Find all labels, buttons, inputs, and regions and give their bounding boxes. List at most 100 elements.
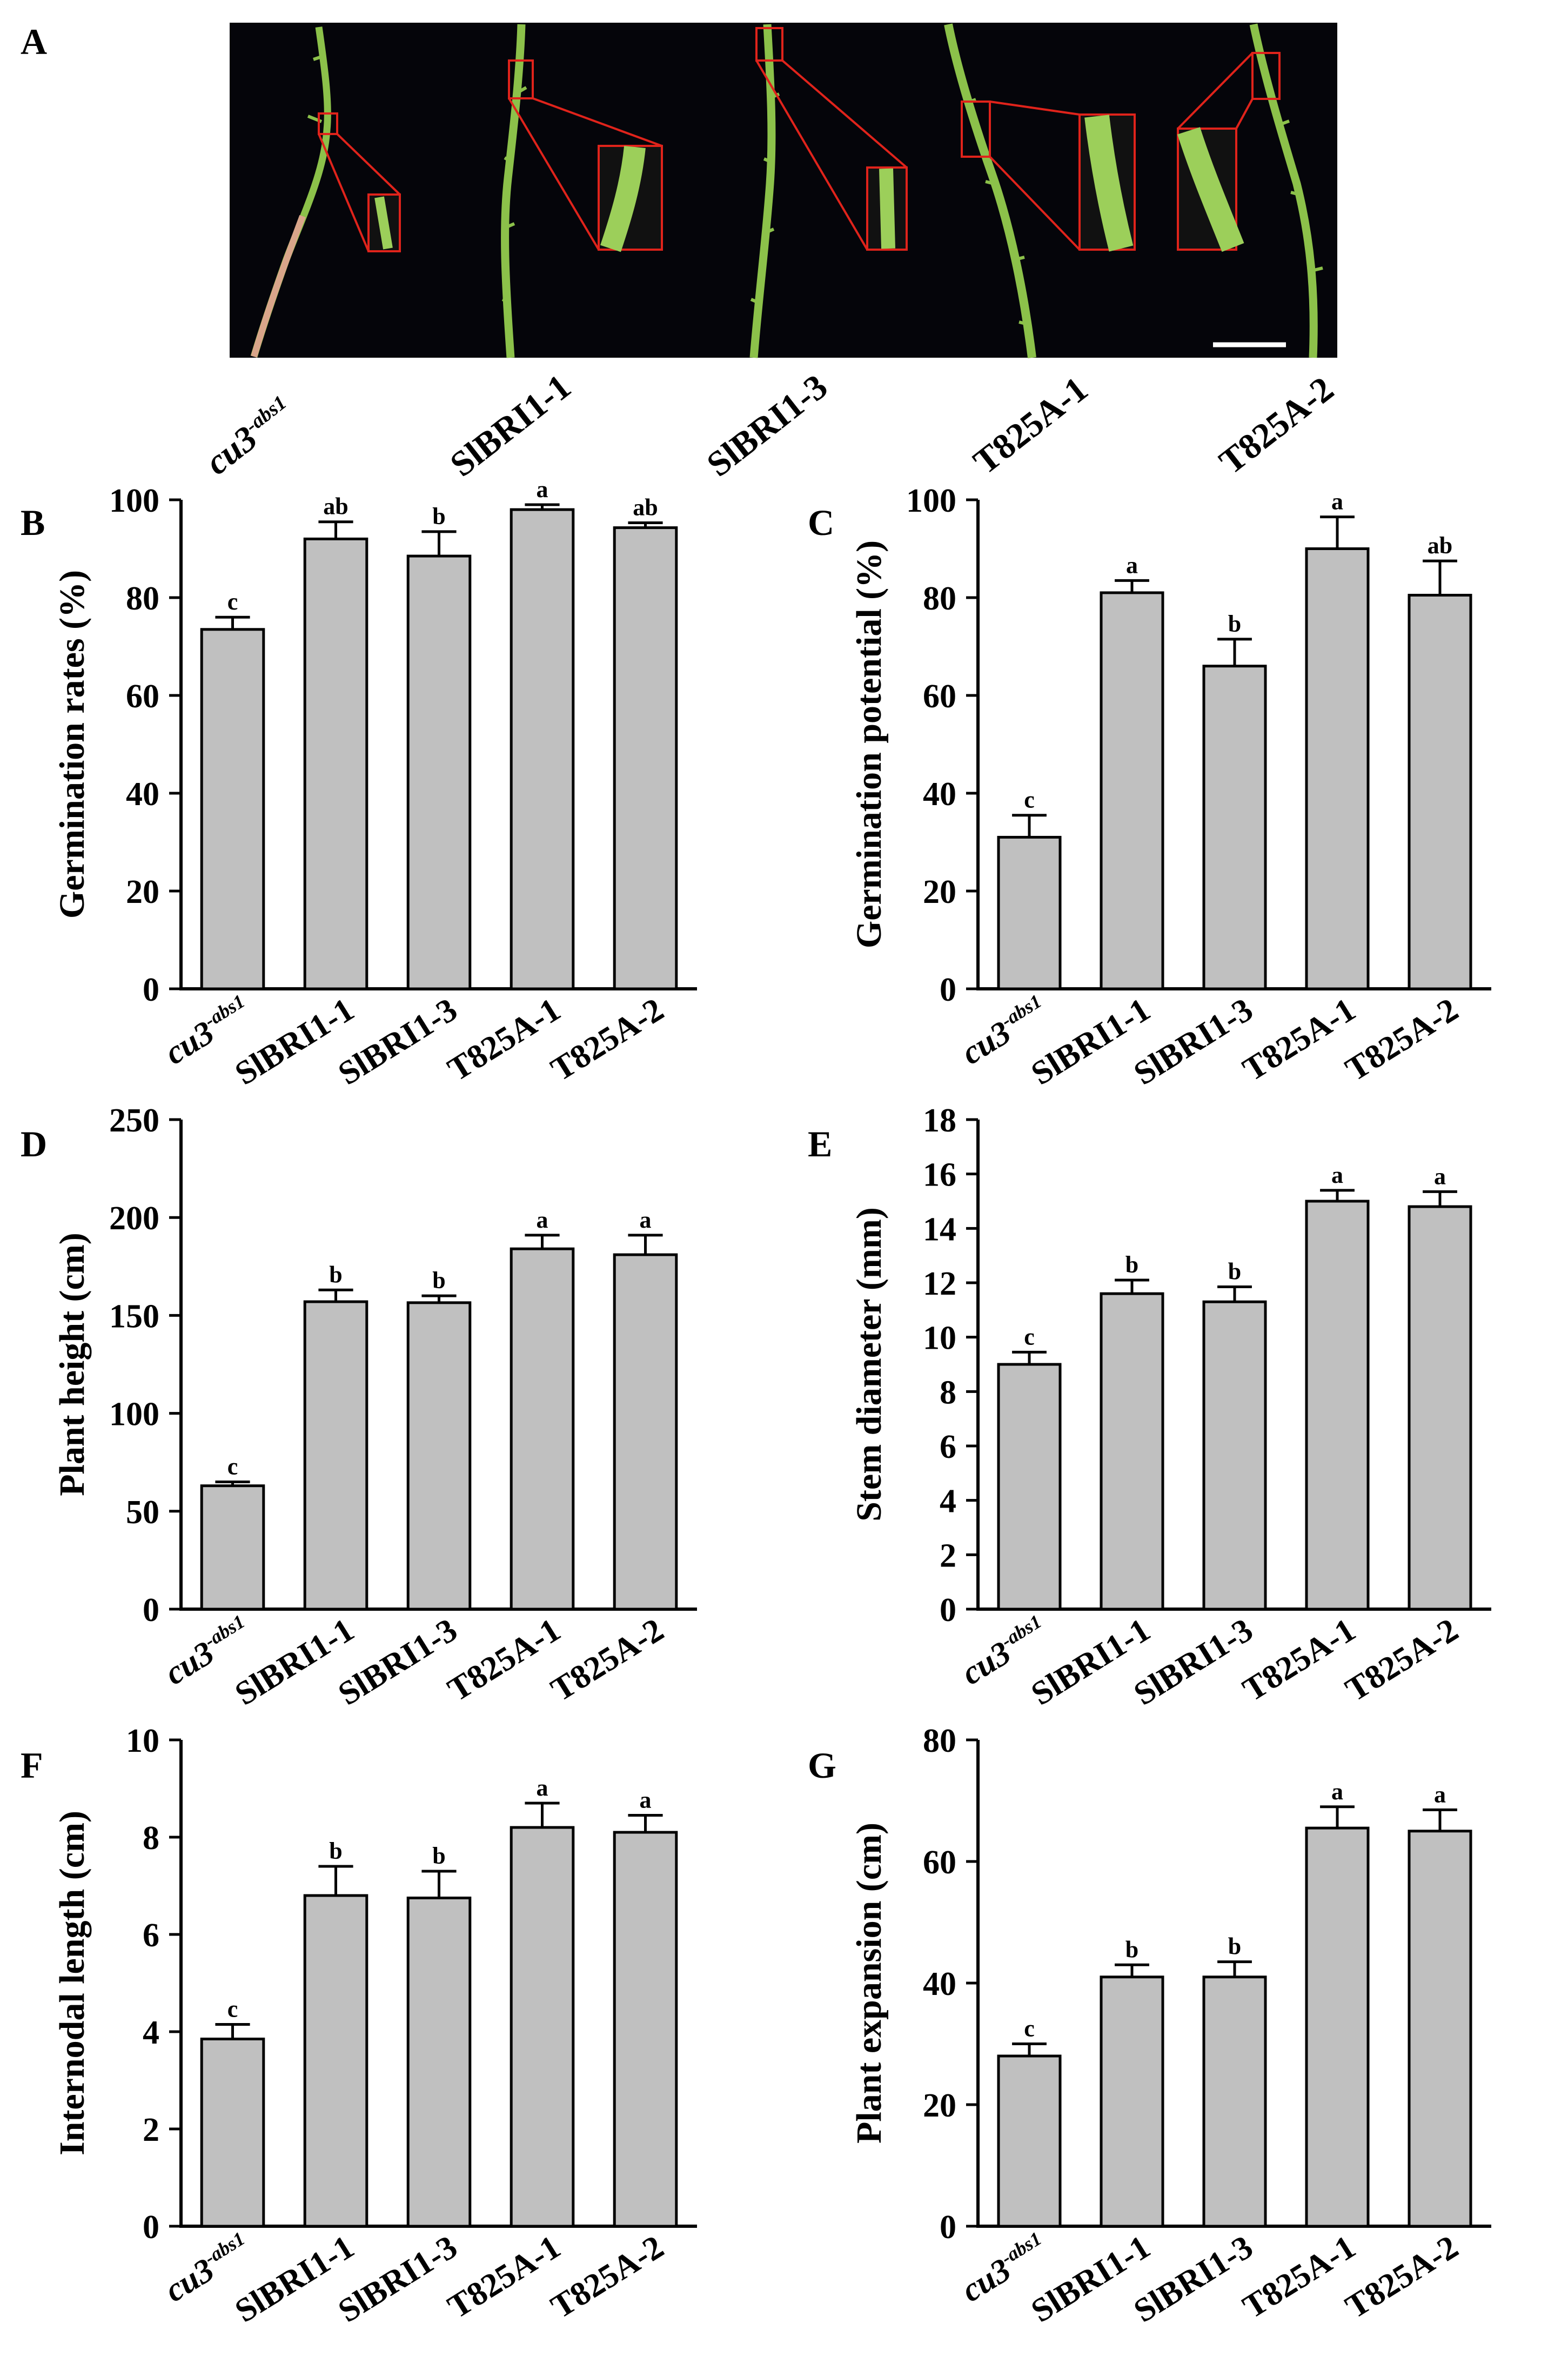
- y-tick-label-e-3: 6: [940, 1429, 956, 1465]
- x-tick-label-d-4: T825A-2: [545, 1611, 670, 1709]
- x-tick-label-main-f-2: SlBRI1-3: [332, 2228, 463, 2329]
- bar-e-3: [1305, 1200, 1370, 1611]
- significance-label-e-4: a: [1434, 1163, 1446, 1189]
- y-tick-label-g-3: 60: [923, 1844, 956, 1881]
- y-tick-label-e-7: 14: [923, 1211, 956, 1248]
- y-axis-title-e: Stem diameter (mm): [849, 1207, 889, 1522]
- x-tick-label-c-4: T825A-2: [1339, 991, 1465, 1088]
- y-tick-label-e-4: 8: [940, 1374, 956, 1411]
- significance-label-b-2: b: [432, 503, 445, 530]
- significance-label-b-1: ab: [323, 493, 348, 520]
- significance-label-g-0: c: [1024, 2015, 1035, 2042]
- significance-label-g-2: b: [1228, 1933, 1241, 1960]
- x-tick-label-b-1: SlBRI1-1: [229, 991, 360, 1092]
- significance-label-d-1: b: [329, 1261, 342, 1288]
- y-tick-label-g-0: 0: [940, 2209, 956, 2246]
- y-tick-label-e-8: 16: [923, 1157, 956, 1194]
- y-tick-label-e-9: 18: [923, 1102, 956, 1139]
- x-tick-label-main-g-2: SlBRI1-3: [1128, 2228, 1259, 2329]
- bar-b-3: [510, 508, 575, 990]
- bar-c-0: [997, 835, 1062, 990]
- panel-label-e: E: [808, 1123, 832, 1164]
- x-tick-label-f-3: T825A-1: [441, 2228, 567, 2326]
- y-axis-title-d: Plant height (cm): [52, 1233, 92, 1496]
- significance-label-b-4: ab: [633, 494, 658, 521]
- bar-c-3: [1305, 547, 1370, 990]
- significance-label-f-0: c: [227, 1996, 238, 2023]
- significance-label-f-4: a: [640, 1787, 652, 1813]
- y-tick-label-f-0: 0: [143, 2209, 159, 2246]
- significance-label-c-2: b: [1228, 611, 1241, 637]
- x-tick-label-main-f-3: T825A-1: [441, 2228, 567, 2326]
- x-tick-label-main-c-2: SlBRI1-3: [1128, 991, 1259, 1092]
- y-tick-label-g-1: 20: [923, 2087, 956, 2124]
- bar-b-0: [200, 628, 265, 990]
- bar-d-3: [510, 1247, 575, 1611]
- y-tick-label-c-0: 0: [940, 972, 956, 1008]
- bar-d-4: [613, 1253, 678, 1611]
- panel-label-g: G: [808, 1745, 836, 1786]
- x-tick-label-sup-g-0: -abs1: [997, 2228, 1045, 2269]
- bar-b-1: [303, 537, 368, 990]
- x-tick-label-main-e-3: T825A-1: [1237, 1611, 1362, 1709]
- x-tick-label-e-2: SlBRI1-3: [1128, 1611, 1259, 1712]
- significance-label-d-3: a: [537, 1207, 548, 1233]
- x-tick-label-e-4: T825A-2: [1339, 1611, 1465, 1709]
- x-tick-label-sup-c-0: -abs1: [997, 990, 1045, 1032]
- bar-b-2: [406, 554, 472, 990]
- x-tick-label-b-4: T825A-2: [545, 991, 670, 1088]
- bar-e-0: [997, 1363, 1062, 1611]
- x-tick-label-main-d-2: SlBRI1-3: [332, 1611, 463, 1712]
- bar-e-4: [1408, 1205, 1472, 1611]
- x-tick-label-g-1: SlBRI1-1: [1025, 2228, 1156, 2329]
- x-tick-label-f-1: SlBRI1-1: [229, 2228, 360, 2329]
- y-tick-label-d-4: 200: [109, 1200, 159, 1237]
- y-axis-title-b: Germination rates (%): [52, 570, 92, 919]
- x-tick-label-d-2: SlBRI1-3: [332, 1611, 463, 1712]
- bar-f-4: [613, 1831, 678, 2228]
- significance-label-c-0: c: [1024, 787, 1035, 813]
- panel-label-a: A: [21, 21, 48, 62]
- x-tick-label-sup-d-0: -abs1: [200, 1611, 249, 1652]
- x-tick-label-main-d-3: T825A-1: [441, 1611, 567, 1709]
- bar-g-0: [997, 2054, 1062, 2228]
- significance-label-e-1: b: [1125, 1251, 1138, 1278]
- x-tick-label-main-c-1: SlBRI1-1: [1025, 991, 1156, 1092]
- bar-f-0: [200, 2038, 265, 2228]
- x-tick-label-main-c-3: T825A-1: [1237, 991, 1362, 1088]
- bar-b-4: [613, 526, 678, 990]
- x-tick-label-g-4: T825A-2: [1339, 2228, 1465, 2326]
- x-tick-label-g-3: T825A-1: [1237, 2228, 1362, 2326]
- x-tick-label-main-d-1: SlBRI1-1: [229, 1611, 360, 1712]
- x-tick-label-main-e-4: T825A-2: [1339, 1611, 1465, 1709]
- y-tick-label-b-0: 0: [143, 972, 159, 1008]
- x-tick-label-f-4: T825A-2: [545, 2228, 670, 2326]
- panel-label-d: D: [21, 1123, 47, 1164]
- y-tick-label-e-2: 4: [940, 1483, 956, 1520]
- y-tick-label-b-3: 60: [126, 678, 159, 715]
- x-tick-label-d-1: SlBRI1-1: [229, 1611, 360, 1712]
- significance-label-e-3: a: [1331, 1162, 1343, 1188]
- x-tick-label-f-2: SlBRI1-3: [332, 2228, 463, 2329]
- x-tick-label-sup-b-0: -abs1: [200, 990, 249, 1032]
- bar-g-3: [1305, 1826, 1370, 2228]
- significance-label-d-4: a: [640, 1207, 652, 1233]
- x-tick-label-main-b-3: T825A-1: [441, 991, 567, 1088]
- x-tick-label-main-e-1: SlBRI1-1: [1025, 1611, 1156, 1712]
- y-tick-label-g-2: 40: [923, 1966, 956, 2003]
- x-tick-label-main-f-4: T825A-2: [545, 2228, 670, 2326]
- y-tick-label-f-3: 6: [143, 1917, 159, 1954]
- y-tick-label-c-3: 60: [923, 678, 956, 715]
- y-tick-label-f-4: 8: [143, 1820, 159, 1857]
- y-tick-label-e-6: 12: [923, 1265, 956, 1302]
- y-tick-label-b-5: 100: [109, 483, 159, 519]
- significance-label-g-3: a: [1331, 1778, 1343, 1805]
- y-tick-label-b-2: 40: [126, 776, 159, 813]
- significance-label-f-2: b: [432, 1843, 445, 1869]
- bar-e-1: [1100, 1292, 1164, 1611]
- x-tick-label-main-e-2: SlBRI1-3: [1128, 1611, 1259, 1712]
- y-tick-label-b-1: 20: [126, 874, 159, 910]
- y-tick-label-e-0: 0: [940, 1592, 956, 1629]
- bar-f-1: [303, 1894, 368, 2228]
